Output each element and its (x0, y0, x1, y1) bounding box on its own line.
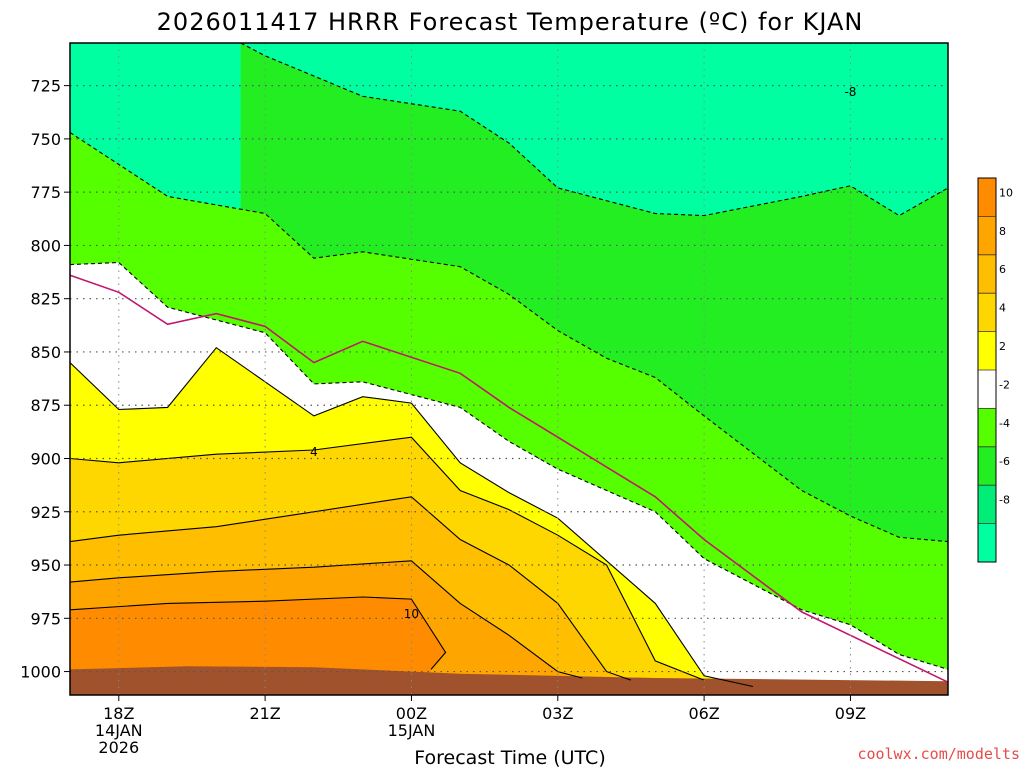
ground-surface (70, 666, 948, 695)
isotherm-minus6 (69, 132, 949, 543)
colorbar-swatch (978, 523, 996, 562)
isotherm-8 (69, 560, 583, 679)
colorbar-swatch (978, 293, 996, 332)
grid-lines (70, 43, 948, 695)
y-tick-label: 975 (30, 609, 61, 628)
colorbar-swatch (978, 216, 996, 255)
isotherm-10 (69, 596, 447, 670)
contour-lines (69, 42, 949, 688)
credit-url[interactable]: coolwx.com/modelts (857, 745, 1020, 763)
colorbar-tick-label: -8 (999, 494, 1010, 507)
chart-title: 2026011417 HRRR Forecast Temperature (ºC… (157, 8, 864, 36)
y-tick-label: 850 (30, 343, 61, 362)
y-tick-label: 900 (30, 449, 61, 468)
contour-label: -8 (844, 85, 856, 99)
x-tick-label: 00Z (396, 704, 427, 723)
contour-label: 10 (404, 607, 419, 621)
plot-frame (69, 42, 949, 696)
x-tick-date: 15JAN (388, 721, 436, 740)
y-tick-label: 825 (30, 290, 61, 309)
x-axis-title: Forecast Time (UTC) (414, 747, 605, 768)
x-tick-date: 14JAN (95, 721, 143, 740)
colorbar-swatch (978, 408, 996, 447)
plot-area (70, 43, 948, 695)
x-tick-label: 18Z (103, 704, 134, 723)
isotherm-4 (69, 436, 705, 681)
colorbar-swatch (978, 370, 996, 409)
x-tick-label: 21Z (249, 704, 280, 723)
y-tick-label: 800 (30, 236, 61, 255)
y-tick-label: 950 (30, 556, 61, 575)
y-axis: 725 750 775 800 825 850 875 900 925 950 975 1000 (20, 77, 70, 682)
isotherm-6 (69, 496, 632, 681)
x-tick-label: 03Z (542, 704, 573, 723)
y-tick-label: 875 (30, 396, 61, 415)
colorbar-tick-label: 4 (999, 302, 1006, 315)
colorbar-tick-label: -2 (999, 378, 1010, 391)
colorbar-tick-label: 2 (999, 340, 1006, 353)
colorbar-tick-label: 8 (999, 225, 1006, 238)
x-tick-year: 2026 (98, 738, 139, 757)
colorbar-swatch (978, 485, 996, 524)
y-tick-label: 750 (30, 130, 61, 149)
colorbar-swatch (978, 254, 996, 294)
y-tick-label: 725 (30, 77, 61, 96)
isotherm-2 (69, 346, 754, 688)
isotherm-minus8 (240, 42, 949, 217)
colorbar-swatch (978, 178, 996, 217)
isotherm-zero (69, 274, 949, 683)
y-tick-label: 1000 (20, 663, 61, 682)
y-tick-label: 775 (30, 183, 61, 202)
colorbar-swatch (978, 446, 996, 486)
y-tick-label: 925 (30, 503, 61, 522)
x-tick-label: 09Z (835, 704, 866, 723)
isotherm-minus4 (69, 261, 949, 670)
colorbar-swatch (978, 331, 996, 370)
colorbar-tick-label: -4 (999, 417, 1010, 430)
colorbar-tick-label: 6 (999, 263, 1006, 276)
x-tick-label: 06Z (688, 704, 719, 723)
colorbar-legend: 10 8 6 4 2 -2 -4 -6 -8 (977, 177, 1013, 563)
colorbar-tick-label: -6 (999, 455, 1010, 468)
contour-label: 4 (310, 445, 318, 459)
contour-labels: 4 10 -8 (310, 85, 856, 621)
colorbar-tick-label: 10 (999, 186, 1013, 199)
